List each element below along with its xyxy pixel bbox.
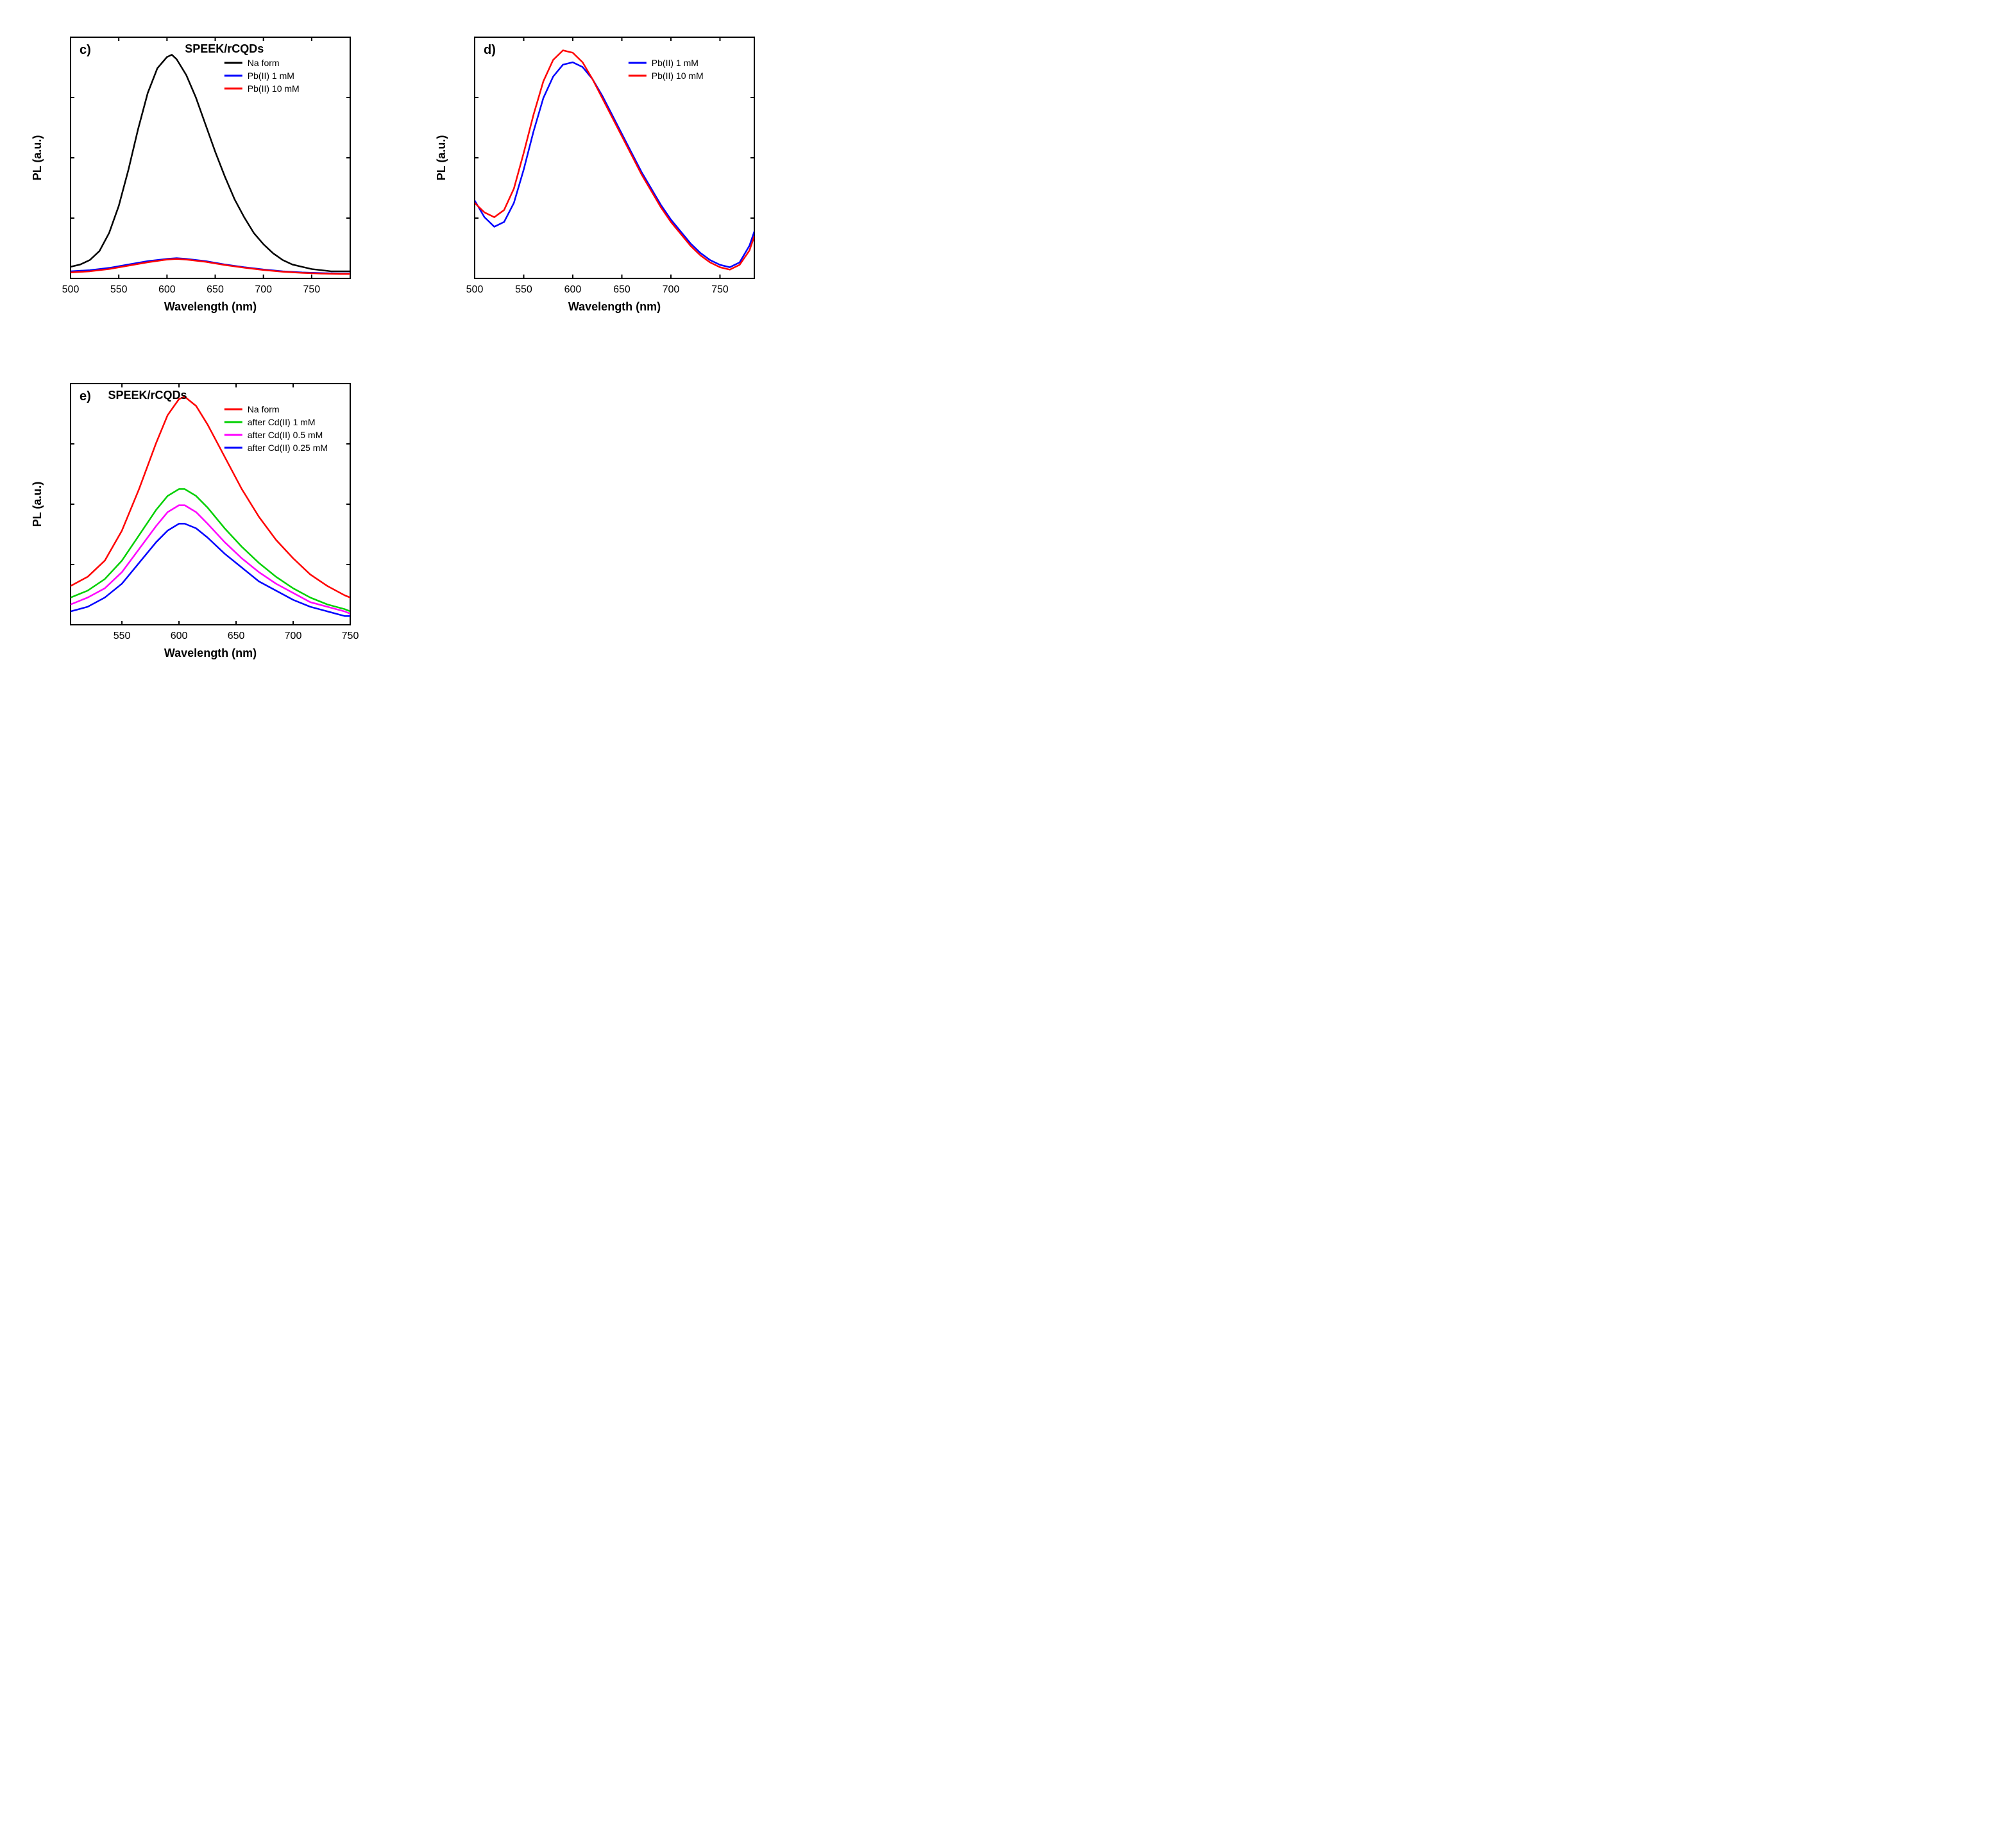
- chart-d: 500 550 600 650 700 750 Wavelength (nm) PL (a.u…: [430, 26, 763, 321]
- x-axis-label: Wavelength (nm): [164, 300, 257, 313]
- series-line: [71, 259, 350, 275]
- plot-frame: [71, 37, 350, 278]
- legend-label: after Cd(II) 0.5 mM: [248, 430, 323, 440]
- chart-c: 500 550 600 650 700 750 Wavelength (nm) PL (a.u…: [26, 26, 359, 321]
- x-tick-label: 550: [515, 284, 532, 295]
- x-tick-label: 600: [564, 284, 582, 295]
- x-tick-label: 550: [110, 284, 128, 295]
- series-line: [475, 62, 754, 267]
- panel-letter: e): [80, 389, 91, 403]
- x-tick-label: 600: [171, 631, 188, 641]
- panel-d: 500 550 600 650 700 750 Wavelength (nm) PL (a.u…: [430, 26, 795, 321]
- x-tick-label: 700: [663, 284, 680, 295]
- y-axis-label: PL (a.u.): [31, 482, 44, 527]
- legend-label: Pb(II) 10 mM: [652, 71, 704, 81]
- series-line: [71, 505, 350, 614]
- panel-title: SPEEK/rCQDs: [108, 389, 187, 402]
- panel-e: 550 600 650 700 750 Wavelength (nm) PL (a.u.) e…: [26, 372, 391, 667]
- y-axis-label: PL (a.u.): [435, 135, 448, 181]
- legend-label: Na form: [248, 404, 280, 414]
- x-axis-label: Wavelength (nm): [164, 647, 257, 659]
- x-axis-label: Wavelength (nm): [568, 300, 661, 313]
- panel-letter: c): [80, 43, 91, 57]
- plot-frame: [475, 37, 754, 278]
- x-tick-label: 650: [207, 284, 224, 295]
- x-tick-label: 600: [158, 284, 176, 295]
- panel-title: SPEEK/rCQDs: [185, 42, 264, 55]
- legend-label: Pb(II) 1 mM: [248, 71, 294, 81]
- x-tick-label: 700: [255, 284, 272, 295]
- x-tick-label: 500: [466, 284, 484, 295]
- x-tick-label: 650: [613, 284, 631, 295]
- x-tick-label: 550: [114, 631, 131, 641]
- legend-label: Na form: [248, 58, 280, 68]
- y-axis-label: PL (a.u.): [31, 135, 44, 181]
- series-line: [71, 259, 350, 274]
- x-tick-label: 750: [711, 284, 729, 295]
- series-line: [71, 55, 350, 271]
- legend-label: Pb(II) 10 mM: [248, 83, 300, 94]
- x-tick-label: 650: [228, 631, 245, 641]
- legend-label: after Cd(II) 0.25 mM: [248, 443, 328, 453]
- x-tick-label: 500: [62, 284, 80, 295]
- x-tick-label: 700: [285, 631, 302, 641]
- panel-letter: d): [484, 43, 496, 57]
- x-tick-label: 750: [342, 631, 359, 641]
- series-line: [475, 51, 754, 270]
- series-line: [71, 489, 350, 611]
- chart-grid: 500 550 600 650 700 750 Wavelength (nm) PL (a.u…: [26, 26, 795, 667]
- legend-label: Pb(II) 1 mM: [652, 58, 699, 68]
- panel-c: 500 550 600 650 700 750 Wavelength (nm) PL (a.u…: [26, 26, 391, 321]
- chart-e: 550 600 650 700 750 Wavelength (nm) PL (a.u.) e…: [26, 372, 359, 667]
- x-tick-label: 750: [303, 284, 321, 295]
- legend-label: after Cd(II) 1 mM: [248, 417, 316, 427]
